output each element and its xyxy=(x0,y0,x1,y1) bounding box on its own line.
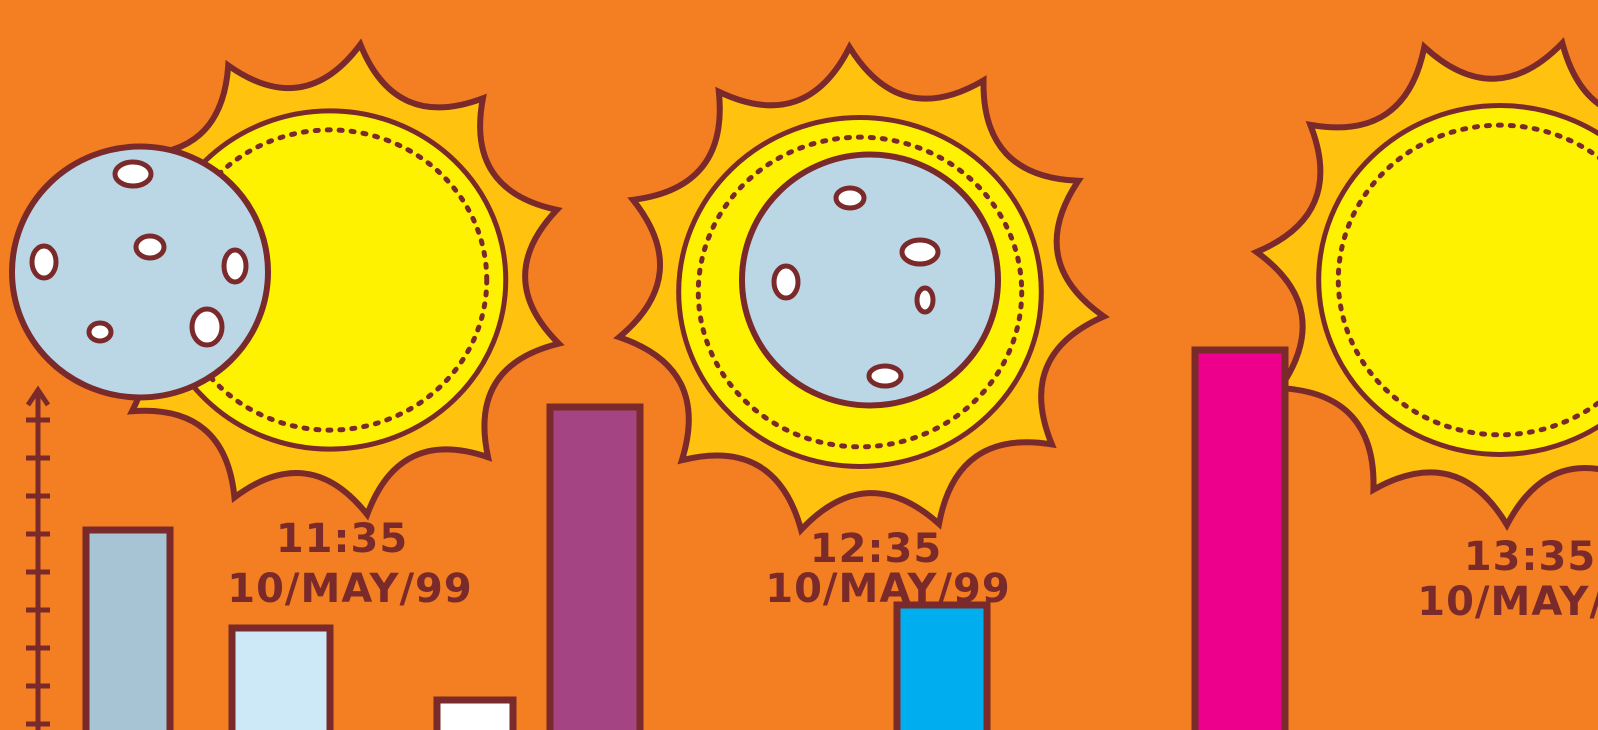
bar xyxy=(228,624,334,730)
time-label: 11:35 xyxy=(276,516,408,562)
moon xyxy=(739,151,1001,409)
bar xyxy=(546,403,644,730)
crater xyxy=(221,247,249,285)
crater xyxy=(866,363,904,389)
crater xyxy=(112,159,154,189)
crater xyxy=(914,285,936,315)
bars xyxy=(82,346,1289,730)
labels: 11:35 10/MAY/99 12:35 10/MAY/99 13:35 10… xyxy=(227,516,1598,625)
time-label: 12:35 xyxy=(810,526,942,572)
crater xyxy=(833,185,867,211)
bar xyxy=(433,696,517,730)
crater xyxy=(771,263,801,301)
crater xyxy=(86,320,114,344)
date-label: 10/MAY/99 xyxy=(227,566,472,612)
axis xyxy=(25,385,51,730)
date-label: 10/MAY/99 xyxy=(765,566,1010,612)
crater xyxy=(133,233,167,261)
time-label: 13:35 xyxy=(1464,534,1596,580)
sun-dots xyxy=(1335,122,1598,438)
bar xyxy=(893,601,991,730)
sun-dots xyxy=(695,134,1025,450)
crater xyxy=(899,237,941,267)
date-label: 10/MAY/99 xyxy=(1417,579,1598,625)
crater xyxy=(189,306,225,348)
crater xyxy=(29,243,59,281)
bar xyxy=(1191,346,1289,730)
bar xyxy=(82,526,174,730)
sun-disc xyxy=(1316,103,1598,457)
axis-line xyxy=(25,385,51,730)
suns xyxy=(9,37,1598,536)
